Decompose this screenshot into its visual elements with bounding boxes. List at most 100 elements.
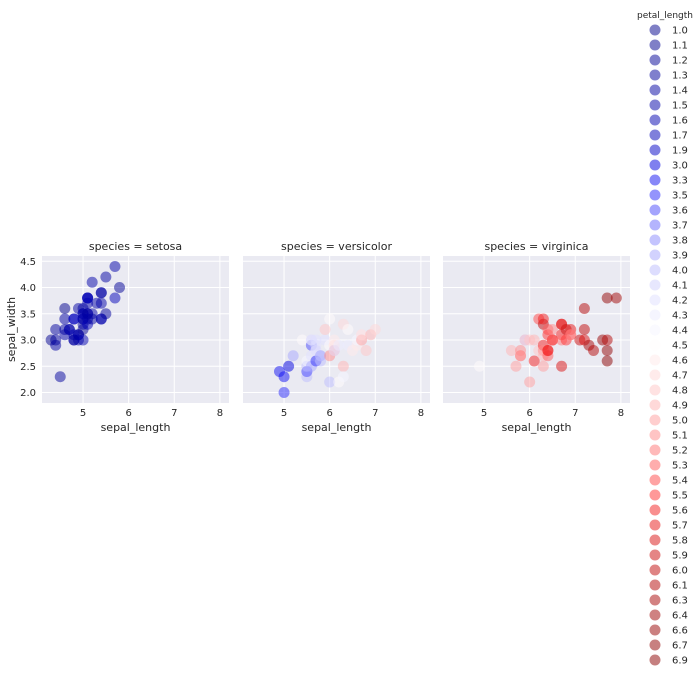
x-tick-label: 5 xyxy=(281,408,287,419)
facet-panels: 5 6 7 8 2.0 2.5 3.0 3.5 4.0 4.5 species = setosa se… xyxy=(5,240,630,434)
legend-marker xyxy=(649,159,661,171)
legend-entry: 1.3 xyxy=(649,69,688,82)
x-tick-label: 5 xyxy=(80,408,86,419)
data-point xyxy=(565,329,577,341)
legend-marker xyxy=(649,549,661,561)
legend-marker xyxy=(649,564,661,576)
legend-marker xyxy=(649,324,661,336)
legend-entry: 4.1 xyxy=(649,279,688,292)
legend-entry: 5.1 xyxy=(649,429,688,442)
legend-label: 4.9 xyxy=(672,401,688,412)
data-point xyxy=(59,313,71,325)
y-tick-label: 3.5 xyxy=(20,309,36,320)
legend-label: 1.0 xyxy=(672,26,688,37)
legend-marker xyxy=(649,354,661,366)
legend-marker xyxy=(649,264,661,276)
data-point xyxy=(528,355,540,367)
legend-entry: 6.7 xyxy=(649,639,688,652)
x-tick-label: 7 xyxy=(572,408,578,419)
data-point xyxy=(601,292,613,304)
data-point xyxy=(287,350,299,362)
legend-label: 1.4 xyxy=(672,86,688,97)
legend-marker xyxy=(649,114,661,126)
data-point xyxy=(319,324,331,335)
legend-label: 4.5 xyxy=(672,341,688,352)
legend-label: 1.5 xyxy=(672,101,688,112)
legend-marker xyxy=(649,504,661,516)
x-tick-label: 6 xyxy=(326,408,332,419)
legend-label: 6.7 xyxy=(672,641,688,652)
legend-entry: 6.3 xyxy=(649,594,688,607)
data-point xyxy=(100,271,112,283)
legend-label: 5.7 xyxy=(672,521,688,532)
legend-entry: 1.4 xyxy=(649,84,688,97)
legend-label: 3.8 xyxy=(672,236,688,247)
y-tick-label: 2.5 xyxy=(20,362,36,373)
legend-marker xyxy=(649,624,661,636)
data-point xyxy=(537,360,549,372)
data-point xyxy=(356,329,368,341)
x-tick-label: 8 xyxy=(418,408,424,419)
data-point xyxy=(86,276,98,288)
data-point xyxy=(578,324,590,335)
data-point xyxy=(315,355,327,367)
legend-entry: 4.5 xyxy=(649,339,688,352)
data-point xyxy=(86,313,98,325)
legend-label: 4.4 xyxy=(672,326,688,337)
data-point xyxy=(324,313,336,325)
data-point xyxy=(324,376,336,388)
legend-marker xyxy=(649,384,661,396)
data-point xyxy=(114,282,126,293)
data-point xyxy=(556,360,568,372)
legend-label: 1.2 xyxy=(672,56,688,67)
legend-entry: 3.8 xyxy=(649,234,688,247)
legend-entry: 5.6 xyxy=(649,504,688,517)
legend-marker xyxy=(649,189,661,201)
x-tick-label: 7 xyxy=(171,408,177,419)
legend-marker xyxy=(649,204,661,216)
legend-label: 6.1 xyxy=(672,581,688,592)
data-point xyxy=(342,324,354,335)
data-point xyxy=(59,303,71,314)
legend-marker xyxy=(649,234,661,246)
legend-entry: 5.4 xyxy=(649,474,688,487)
legend-entry: 6.6 xyxy=(649,624,688,637)
legend-label: 5.0 xyxy=(672,416,688,427)
data-point xyxy=(95,287,107,299)
legend-label: 4.6 xyxy=(672,356,688,367)
legend-label: 5.9 xyxy=(672,551,688,562)
legend-marker xyxy=(649,654,661,666)
legend-label: 5.8 xyxy=(672,536,688,547)
legend-marker xyxy=(649,24,661,36)
legend-marker xyxy=(649,84,661,96)
data-point xyxy=(82,292,94,304)
data-point xyxy=(95,297,107,309)
legend-marker xyxy=(649,99,661,111)
data-point xyxy=(100,308,112,320)
legend-marker xyxy=(649,54,661,66)
plot-background xyxy=(443,256,630,403)
panel-title: species = setosa xyxy=(89,240,182,253)
x-tick-label: 6 xyxy=(526,408,532,419)
data-point xyxy=(337,371,349,383)
legend-label: 1.3 xyxy=(672,71,688,82)
legend-label: 4.8 xyxy=(672,386,688,397)
legend-entry: 1.2 xyxy=(649,54,688,67)
legend-label: 4.0 xyxy=(672,266,688,277)
legend-entry: 6.0 xyxy=(649,564,688,577)
points xyxy=(45,261,126,383)
legend-label: 1.9 xyxy=(672,146,688,157)
x-tick-label: 8 xyxy=(217,408,223,419)
x-axis-label: sepal_length xyxy=(502,421,572,434)
legend-label: 6.6 xyxy=(672,626,688,637)
data-point xyxy=(473,360,485,372)
legend-label: 4.1 xyxy=(672,281,688,292)
legend-marker xyxy=(649,534,661,546)
legend-label: 6.9 xyxy=(672,656,688,667)
data-point xyxy=(333,339,345,351)
x-tick-label: 8 xyxy=(618,408,624,419)
data-point xyxy=(588,345,600,356)
legend-marker xyxy=(649,594,661,606)
legend-marker xyxy=(649,339,661,351)
legend-entry: 5.8 xyxy=(649,534,688,547)
